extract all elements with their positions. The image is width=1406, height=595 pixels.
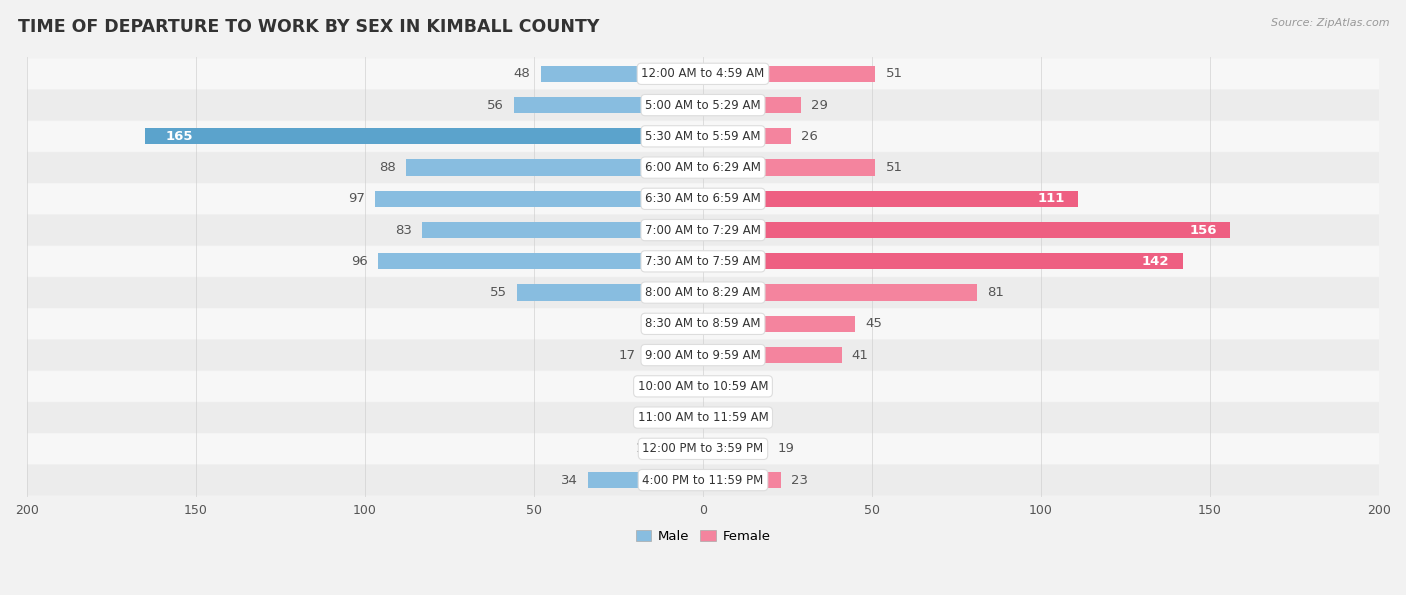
- Text: 51: 51: [886, 161, 903, 174]
- Text: 6:30 AM to 6:59 AM: 6:30 AM to 6:59 AM: [645, 192, 761, 205]
- Text: 0: 0: [713, 411, 721, 424]
- Text: 8:00 AM to 8:29 AM: 8:00 AM to 8:29 AM: [645, 286, 761, 299]
- Text: 111: 111: [1038, 192, 1064, 205]
- Text: 11:00 AM to 11:59 AM: 11:00 AM to 11:59 AM: [638, 411, 768, 424]
- Text: 5:30 AM to 5:59 AM: 5:30 AM to 5:59 AM: [645, 130, 761, 143]
- Text: 41: 41: [852, 349, 869, 362]
- Bar: [662, 441, 703, 457]
- Text: 17: 17: [619, 349, 636, 362]
- Bar: [703, 284, 977, 300]
- Text: 29: 29: [811, 99, 828, 112]
- Text: 4:00 PM to 11:59 PM: 4:00 PM to 11:59 PM: [643, 474, 763, 487]
- Text: 7: 7: [661, 380, 669, 393]
- FancyBboxPatch shape: [10, 371, 1396, 402]
- Text: 10:00 AM to 10:59 AM: 10:00 AM to 10:59 AM: [638, 380, 768, 393]
- FancyBboxPatch shape: [10, 340, 1396, 371]
- Text: 8:30 AM to 8:59 AM: 8:30 AM to 8:59 AM: [645, 317, 761, 330]
- Text: 26: 26: [801, 130, 818, 143]
- Text: 165: 165: [166, 130, 193, 143]
- Bar: [703, 97, 801, 113]
- Text: 88: 88: [378, 161, 395, 174]
- Text: 19: 19: [778, 442, 794, 455]
- FancyBboxPatch shape: [10, 90, 1396, 120]
- FancyBboxPatch shape: [10, 465, 1396, 496]
- Text: 142: 142: [1142, 255, 1170, 268]
- FancyBboxPatch shape: [10, 434, 1396, 464]
- FancyBboxPatch shape: [10, 152, 1396, 183]
- FancyBboxPatch shape: [10, 277, 1396, 308]
- FancyBboxPatch shape: [10, 121, 1396, 152]
- Text: 48: 48: [513, 67, 530, 80]
- Bar: [517, 284, 703, 300]
- FancyBboxPatch shape: [10, 246, 1396, 277]
- Text: 0: 0: [685, 317, 693, 330]
- Legend: Male, Female: Male, Female: [630, 524, 776, 548]
- FancyBboxPatch shape: [10, 215, 1396, 245]
- Text: 7:30 AM to 7:59 AM: 7:30 AM to 7:59 AM: [645, 255, 761, 268]
- Bar: [145, 128, 703, 145]
- Text: 6:00 AM to 6:29 AM: 6:00 AM to 6:29 AM: [645, 161, 761, 174]
- Text: 12: 12: [636, 442, 652, 455]
- FancyBboxPatch shape: [10, 402, 1396, 433]
- Text: 0: 0: [685, 411, 693, 424]
- Bar: [703, 472, 780, 488]
- Bar: [679, 378, 703, 394]
- Text: 23: 23: [792, 474, 808, 487]
- Bar: [703, 65, 876, 82]
- Bar: [703, 441, 768, 457]
- Text: 97: 97: [349, 192, 366, 205]
- FancyBboxPatch shape: [10, 309, 1396, 339]
- Text: 81: 81: [987, 286, 1004, 299]
- Text: 51: 51: [886, 67, 903, 80]
- Bar: [588, 472, 703, 488]
- FancyBboxPatch shape: [10, 58, 1396, 89]
- Text: Source: ZipAtlas.com: Source: ZipAtlas.com: [1271, 18, 1389, 28]
- Text: 56: 56: [486, 99, 503, 112]
- Bar: [422, 222, 703, 238]
- Text: 12:00 PM to 3:59 PM: 12:00 PM to 3:59 PM: [643, 442, 763, 455]
- Bar: [703, 316, 855, 332]
- Bar: [513, 97, 703, 113]
- Bar: [378, 253, 703, 270]
- Bar: [703, 159, 876, 176]
- Bar: [405, 159, 703, 176]
- Text: 156: 156: [1189, 224, 1216, 237]
- Text: 55: 55: [489, 286, 508, 299]
- Text: 9:00 AM to 9:59 AM: 9:00 AM to 9:59 AM: [645, 349, 761, 362]
- Bar: [703, 128, 792, 145]
- Text: 34: 34: [561, 474, 578, 487]
- Text: 5:00 AM to 5:29 AM: 5:00 AM to 5:29 AM: [645, 99, 761, 112]
- Bar: [375, 191, 703, 207]
- Bar: [645, 347, 703, 363]
- Bar: [703, 347, 842, 363]
- Text: 0: 0: [713, 380, 721, 393]
- Bar: [703, 191, 1078, 207]
- FancyBboxPatch shape: [10, 183, 1396, 214]
- Text: 83: 83: [395, 224, 412, 237]
- Bar: [703, 222, 1230, 238]
- Bar: [703, 253, 1182, 270]
- Text: 45: 45: [865, 317, 882, 330]
- Text: TIME OF DEPARTURE TO WORK BY SEX IN KIMBALL COUNTY: TIME OF DEPARTURE TO WORK BY SEX IN KIMB…: [18, 18, 599, 36]
- Bar: [541, 65, 703, 82]
- Text: 7:00 AM to 7:29 AM: 7:00 AM to 7:29 AM: [645, 224, 761, 237]
- Text: 96: 96: [352, 255, 368, 268]
- Text: 12:00 AM to 4:59 AM: 12:00 AM to 4:59 AM: [641, 67, 765, 80]
